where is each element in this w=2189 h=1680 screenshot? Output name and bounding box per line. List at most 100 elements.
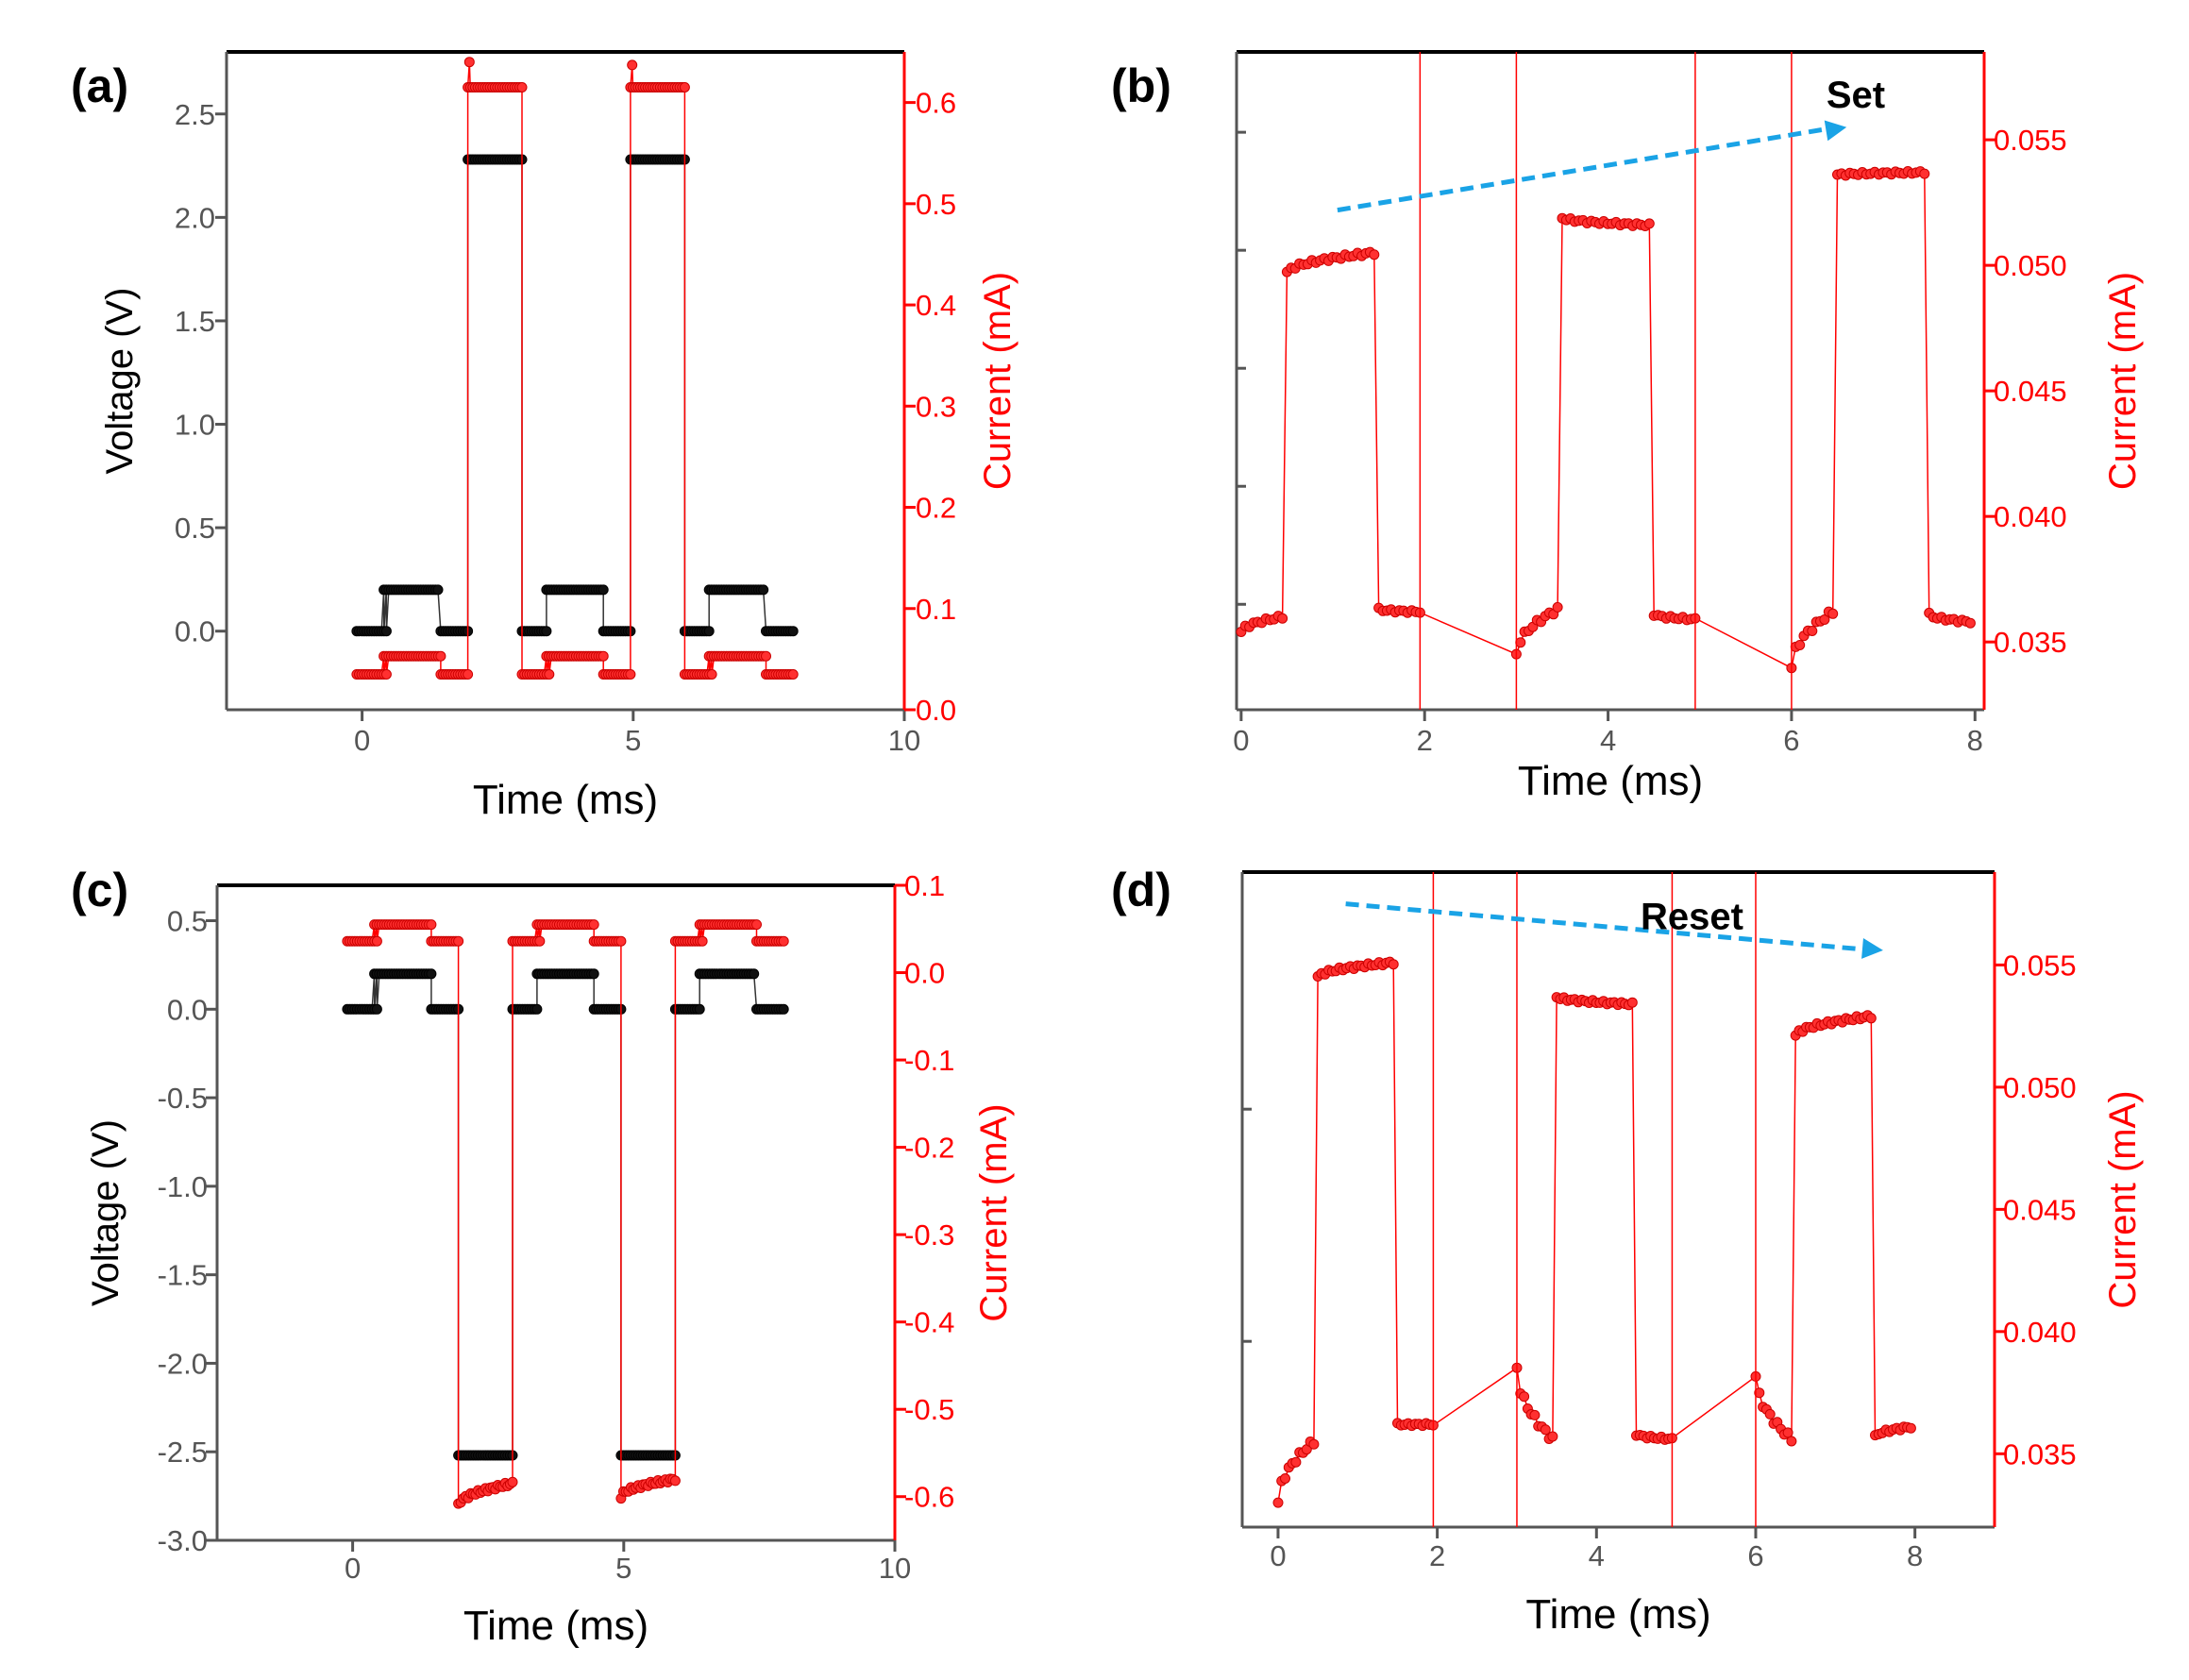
data-point: [1272, 1497, 1284, 1508]
y-left-tick-label: -3.0: [158, 1524, 208, 1557]
y-right-tick-label: 0.040: [1994, 500, 2067, 533]
data-point: [679, 82, 690, 92]
y-right-tick-label: 0.1: [904, 869, 945, 902]
chart-panel-2: 0 5 10 Time (ms) 0.5 0.0 -0.5 -1.0 -1.5 -2.0 -2.5 -…: [85, 869, 1015, 1649]
data-point: [541, 626, 552, 637]
data-point: [426, 968, 437, 980]
data-point: [463, 57, 475, 68]
y-right-tick-label: 0.6: [916, 87, 956, 120]
chart-panel-0: 0 5 10 Time (ms) 0.0 0.5 1.0 1.5 2.0 2.5 Voltage (…: [99, 50, 1019, 823]
y-left-axis-title: Voltage (V): [99, 288, 141, 475]
x-tick-label: 5: [615, 1552, 631, 1585]
y-left-tick-label: 1.5: [175, 305, 215, 338]
y-right-tick-label: 0.055: [2003, 949, 2077, 982]
voltage-series: [351, 154, 799, 637]
series-line: [1240, 170, 1971, 669]
data-point: [1643, 218, 1655, 229]
data-point: [761, 650, 771, 662]
data-point: [453, 935, 464, 947]
data-point: [1277, 613, 1288, 624]
y-left-tick-label: 0.0: [167, 993, 208, 1026]
y-right-tick-label: 0.040: [2003, 1316, 2077, 1349]
series-line: [346, 973, 784, 1456]
current-series: [1236, 52, 1976, 710]
trend-arrow-line: [1337, 125, 1838, 213]
x-axis-title: Time (ms): [473, 777, 658, 823]
x-tick-label: 2: [1417, 724, 1433, 757]
data-point: [749, 968, 760, 980]
y-left-tick-label: 2.5: [175, 98, 215, 131]
data-point: [778, 935, 789, 947]
data-point: [1547, 1431, 1558, 1442]
data-point: [751, 919, 762, 931]
current-series: [351, 57, 799, 680]
trend-arrow-line: [1345, 901, 1875, 953]
trend-arrow-head: [1824, 120, 1847, 142]
y-left-tick-label: 0.0: [175, 615, 215, 648]
x-tick-label: 8: [1907, 1539, 1923, 1572]
panel-label-d: (d): [1111, 864, 1171, 916]
data-point: [669, 1475, 681, 1487]
x-axis-title: Time (ms): [463, 1603, 648, 1649]
data-point: [703, 626, 715, 637]
data-point: [1865, 1013, 1877, 1024]
data-point: [463, 669, 474, 680]
y-left-tick-label: -2.0: [158, 1347, 208, 1380]
current-series: [342, 919, 789, 1509]
y-right-tick-label: -0.2: [904, 1132, 954, 1165]
x-tick-label: 5: [625, 724, 641, 757]
y-right-tick-label: 0.035: [1994, 626, 2067, 659]
y-right-tick-label: 0.035: [2003, 1437, 2077, 1470]
trend-arrow-head: [1861, 938, 1883, 959]
y-left-axis-title: Voltage (V): [85, 1119, 126, 1306]
data-point: [787, 626, 799, 637]
x-tick-label: 0: [1270, 1539, 1286, 1572]
data-point: [1515, 637, 1526, 648]
data-point: [1786, 1436, 1797, 1447]
x-tick-label: 0: [354, 724, 370, 757]
panel-label-c: (c): [71, 864, 128, 916]
data-point: [1308, 1438, 1320, 1450]
y-right-tick-label: 0.5: [916, 188, 956, 221]
plots-layer: 0 5 10 Time (ms) 0.0 0.5 1.0 1.5 2.0 2.5 Voltage (…: [85, 50, 2144, 1649]
data-point: [507, 1476, 518, 1487]
series-line: [356, 159, 794, 632]
y-right-tick-label: 0.2: [916, 492, 956, 525]
y-right-tick-label: 0.1: [916, 593, 956, 626]
y-right-tick-label: 0.3: [916, 390, 956, 423]
series-line: [356, 61, 794, 676]
data-point: [1754, 1387, 1765, 1399]
data-point: [1552, 601, 1563, 613]
data-point: [706, 669, 717, 680]
panel-label-a: (a): [71, 59, 128, 112]
data-point: [435, 650, 446, 662]
data-point: [588, 919, 599, 931]
data-point: [1964, 617, 1976, 629]
y-right-axis-title: Current (mA): [2102, 272, 2144, 490]
data-point: [432, 584, 444, 596]
x-tick-label: 0: [345, 1552, 361, 1585]
x-tick-label: 4: [1589, 1539, 1605, 1572]
data-point: [544, 669, 555, 680]
x-tick-label: 10: [888, 724, 920, 757]
y-right-tick-label: -0.4: [904, 1306, 954, 1339]
x-axis-title: Time (ms): [1518, 758, 1703, 804]
data-point: [787, 669, 799, 680]
x-tick-label: 0: [1233, 724, 1249, 757]
data-point: [1529, 1409, 1541, 1420]
data-point: [615, 935, 627, 947]
data-point: [1905, 1422, 1916, 1434]
voltage-series: [342, 968, 789, 1461]
data-point: [1626, 997, 1638, 1008]
data-point: [371, 1003, 382, 1015]
data-point: [516, 82, 528, 92]
y-left-tick-label: 1.0: [175, 409, 215, 442]
y-left-tick-label: -0.5: [158, 1082, 208, 1115]
x-tick-label: 10: [879, 1552, 911, 1585]
y-right-tick-label: 0.055: [1994, 124, 2067, 157]
y-left-tick-label: 2.0: [175, 201, 215, 234]
y-right-tick-label: 0.0: [916, 694, 956, 727]
data-point: [1794, 640, 1806, 650]
data-point: [1280, 1473, 1290, 1484]
y-left-tick-label: -1.5: [158, 1259, 208, 1292]
